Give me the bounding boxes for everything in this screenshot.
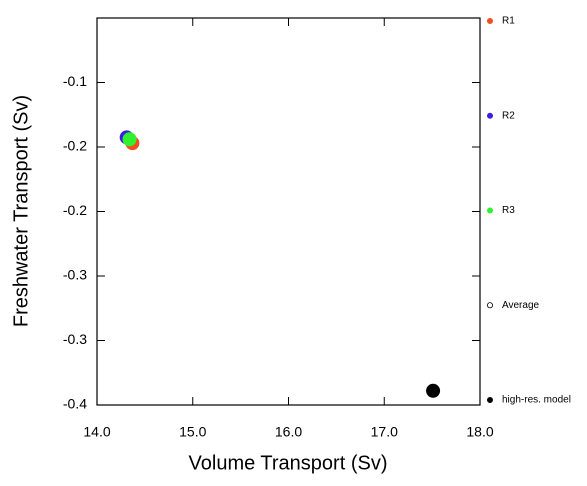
legend-label: R1 xyxy=(502,16,515,27)
plot-frame xyxy=(96,17,481,406)
legend-label: R2 xyxy=(502,110,515,121)
legend-marker xyxy=(486,302,493,309)
legend-marker xyxy=(486,17,493,24)
x-axis-label: Volume Transport (Sv) xyxy=(189,452,388,474)
y-tick-label: -0.2 xyxy=(63,138,87,154)
legend-marker xyxy=(486,396,493,403)
y-tick-label: -0.1 xyxy=(63,73,87,89)
x-tick-label: 16.0 xyxy=(275,424,302,440)
y-tick-label: -0.2 xyxy=(63,202,87,218)
legend-label: R3 xyxy=(502,205,515,216)
y-axis-label: Freshwater Transport (Sv) xyxy=(10,95,32,327)
legend-label: Average xyxy=(502,300,540,311)
x-tick-label: 14.0 xyxy=(83,424,110,440)
x-tick-label: 18.0 xyxy=(466,424,493,440)
y-tick-label: -0.3 xyxy=(63,267,87,283)
y-tick-label: -0.3 xyxy=(63,331,87,347)
point xyxy=(122,132,137,147)
legend-label: high-res. model xyxy=(502,395,571,406)
x-tick-label: 17.0 xyxy=(371,424,398,440)
y-tick-label: -0.4 xyxy=(63,396,87,412)
legend-marker xyxy=(486,207,493,214)
x-tick-label: 15.0 xyxy=(179,424,206,440)
legend-marker xyxy=(486,112,493,119)
point xyxy=(426,383,441,398)
